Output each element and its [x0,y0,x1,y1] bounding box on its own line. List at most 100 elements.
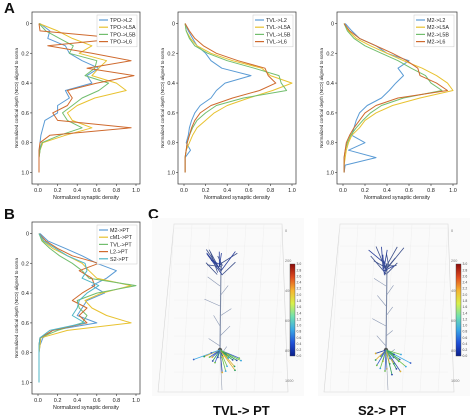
synapse-dot [235,359,238,362]
colorbar-tick-label: 0.0 [297,354,302,358]
x-tick-label: 0.6 [93,398,101,404]
legend-entry: M2->L5B [427,32,449,38]
synapse-dot [211,356,214,359]
synapse-dot [374,359,377,361]
basal-branch [214,349,221,363]
render-caption-tvl-pt: TVL-> PT [213,403,270,418]
synapse-dot [203,355,206,358]
y-tick-label: 0 [26,21,29,27]
y-tick-label: 0.2 [326,51,334,57]
synapse-dot [389,357,392,359]
colorbar-tick-label: 0.6 [463,336,468,340]
colorbar-tick-label: 3.0 [463,262,468,266]
synapse-dot [231,358,234,361]
synapse-dot [374,352,377,355]
depth-tick-label: 400 [285,289,291,293]
y-tick-label: 0.8 [326,141,334,147]
colorbar-tick-label: 1.2 [463,317,468,321]
legend-entry: TPO->L6 [110,40,132,46]
y-tick-label: 0.2 [21,51,29,57]
grid-line [235,223,247,393]
x-axis-label: Normalized synaptic density [53,405,119,411]
series-line-tpo-l5b [38,23,110,173]
series-line-tvl-l5a [184,23,293,173]
axon [385,349,389,391]
oblique-branch [372,318,387,327]
basal-branch [385,349,402,355]
x-tick-label: 1.0 [449,188,457,194]
y-tick-label: 1.0 [21,381,29,387]
legend-entry: TPO->L2 [110,18,132,24]
synapse-dot [192,358,195,361]
colorbar-tick-label: 0.0 [463,354,468,358]
y-axis-label: Normalized cortical depth (NCD) aligned … [14,48,19,148]
basal-branch [211,349,221,354]
series-line-m2-l5a [343,23,454,173]
y-tick-label: 1.0 [326,171,334,177]
synapse-dot [375,364,378,367]
colorbar-tick-label: 2.2 [297,287,302,291]
synapse-dot [404,365,407,368]
y-tick-label: 0.8 [167,141,175,147]
basal-branch [376,349,387,366]
grid-line [365,223,377,393]
grid-line [401,223,413,393]
legend-entry: TVL->L5A [266,25,291,31]
apical-branch [205,262,218,275]
render-caption-s2-pt: S2-> PT [358,403,407,418]
x-tick-label: 0.4 [73,188,81,194]
apical-branch [386,253,390,266]
colorbar-tick-label: 2.4 [297,281,302,285]
grid-line [437,223,449,393]
synapse-dot [398,358,401,361]
basal-branch [212,349,221,362]
basal-branch [385,349,395,355]
synapse-dot [384,370,386,372]
colorbar-tick-label: 1.0 [463,324,468,328]
grid-line [163,223,175,393]
x-tick-label: 0.2 [202,188,210,194]
synapse-dot [234,369,236,372]
y-tick-label: 0.6 [326,111,334,117]
apical-branch [208,249,220,269]
colorbar-tick-label: 2.8 [297,268,302,272]
synapse-dot [214,361,216,364]
y-tick-label: 1.0 [21,171,29,177]
basal-branch [219,349,233,361]
depth-tick-label: 800 [451,349,457,353]
basal-branch [219,349,242,361]
legend-entry: TVL->L6 [266,40,287,46]
colorbar-tick-label: 0.6 [297,336,302,340]
x-tick-label: 0.6 [245,188,253,194]
colorbar-tick-label: 1.0 [297,324,302,328]
x-axis-label: Normalized synaptic density [364,195,430,201]
oblique-branch [204,298,221,307]
synapse-dot [395,367,398,370]
legend-entry: TPO->L5A [110,25,136,31]
x-tick-label: 0.8 [267,188,275,194]
synapse-dot [211,360,214,362]
apical-branch [375,246,388,272]
y-axis-label: Normalized cortical depth (NCD) aligned … [160,48,165,148]
series-line-tvl-l6 [184,23,277,173]
render-background [318,218,470,396]
synapse-dot [233,365,236,368]
apical-branch [386,262,398,274]
colorbar-tick-label: 2.6 [463,274,468,278]
depth-tick-label: 600 [451,319,457,323]
depth-tick-label: 1000 [285,379,293,383]
colorbar-tick-label: 1.8 [463,299,468,303]
apical-branch [384,263,388,276]
colorbar-tick-label: 0.8 [463,330,468,334]
oblique-branch [219,308,232,317]
x-tick-label: 1.0 [288,188,296,194]
synapse-dot [208,356,211,359]
basal-branch [375,349,387,354]
y-tick-label: 0 [172,21,175,27]
y-tick-label: 0.8 [21,351,29,357]
series-line-tpo-l2 [38,23,100,173]
